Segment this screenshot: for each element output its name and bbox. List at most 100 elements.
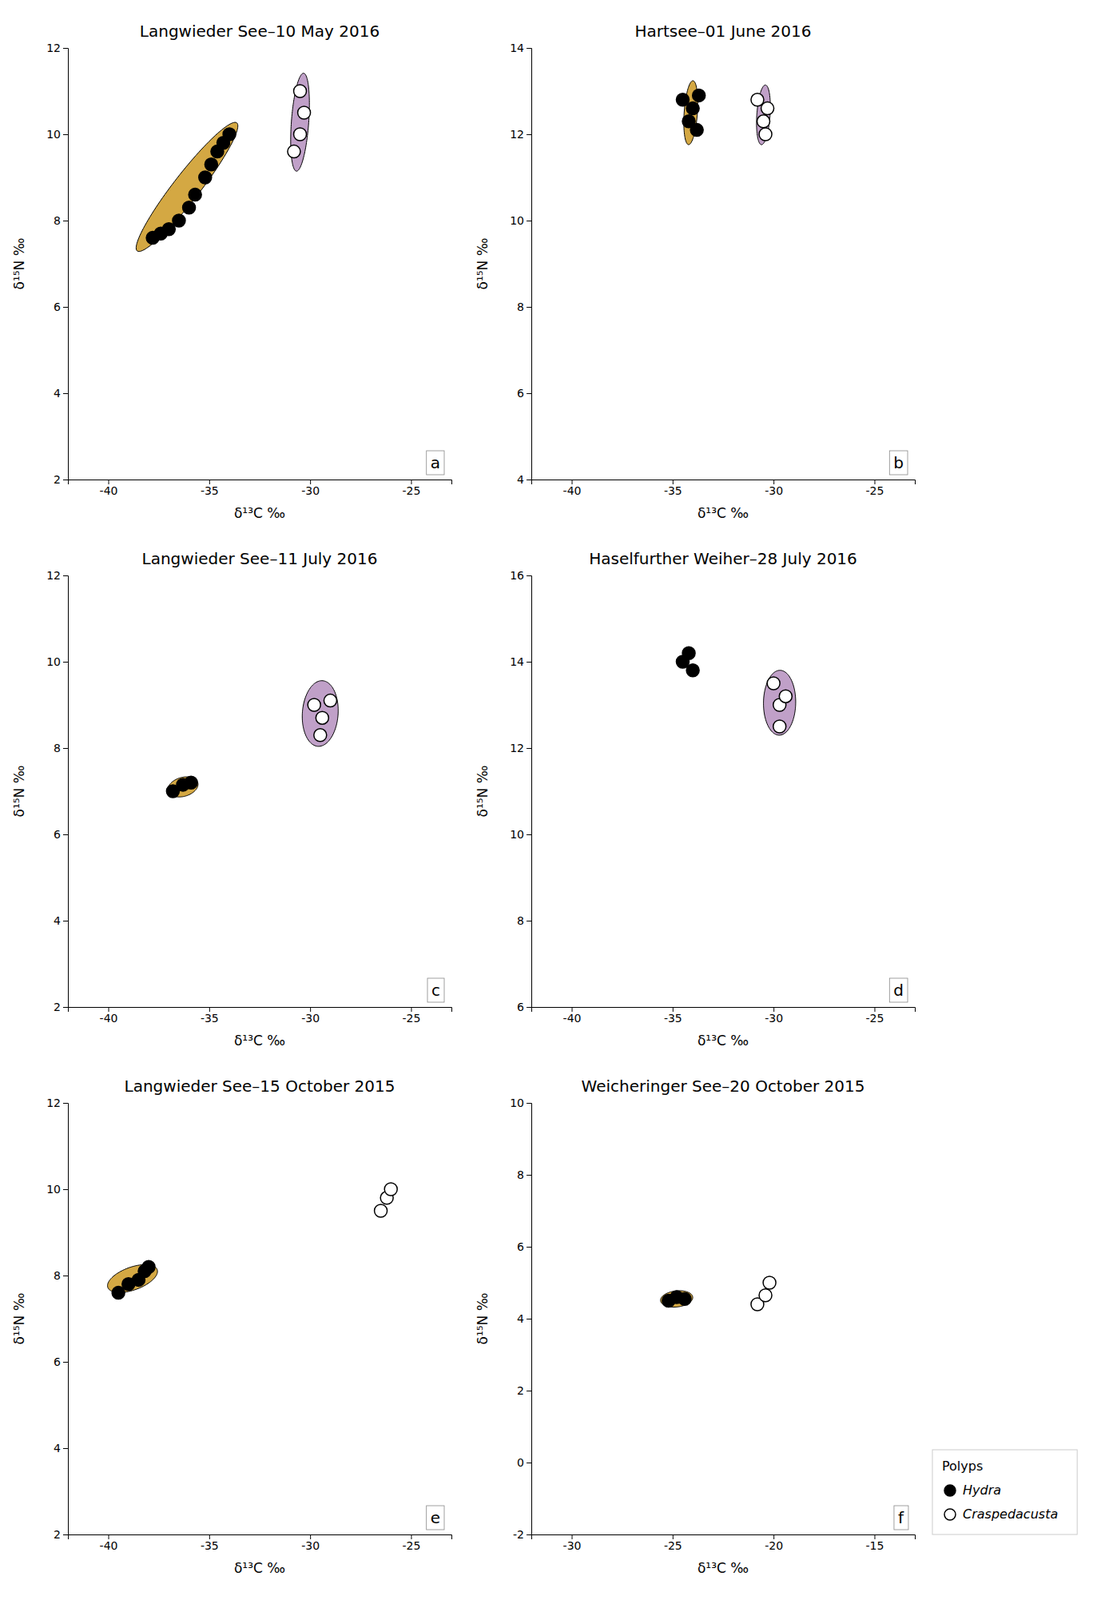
- panel-label: c: [427, 977, 445, 1002]
- y-axis: 24681012: [46, 41, 68, 486]
- x-axis-title: δ¹³C ‰: [697, 1032, 749, 1049]
- tick-mark: [526, 479, 532, 481]
- x-axis: -30 -25 -20 -15: [532, 1534, 916, 1552]
- tick: 16: [509, 568, 532, 582]
- ellipse: [302, 680, 338, 747]
- x-axis-title: δ¹³C ‰: [697, 504, 749, 521]
- legend-box: [932, 1449, 1078, 1535]
- tick-label: -2: [512, 1527, 525, 1541]
- legend-label: Craspedacusta: [962, 1506, 1058, 1522]
- panel-label-text: b: [893, 453, 904, 473]
- tick-mark: [63, 1447, 68, 1449]
- panel-label-text: c: [431, 980, 441, 1000]
- tick-label: 2: [53, 1000, 61, 1014]
- y-axis-title: δ¹⁵N ‰: [11, 238, 28, 291]
- tick: -40: [563, 1006, 582, 1025]
- point: [682, 646, 696, 660]
- tick-mark: [526, 747, 532, 749]
- tick: 6: [516, 1000, 532, 1014]
- tick: -35: [200, 479, 219, 497]
- tick: 0: [516, 1455, 532, 1469]
- panel: -40-35-30-256810121416δ¹³C ‰δ¹⁵N ‰Haself…: [474, 548, 916, 1049]
- panel-label-box: [427, 977, 445, 1002]
- tick: -30: [301, 479, 320, 497]
- panel-label-box: [426, 1505, 445, 1530]
- series: [751, 1275, 776, 1311]
- tick: 10: [46, 127, 68, 141]
- x-axis-title: δ¹³C ‰: [234, 1559, 286, 1576]
- panel: -40-35-30-2524681012δ¹³C ‰δ¹⁵N ‰Langwied…: [11, 548, 453, 1049]
- tick-mark: [526, 220, 532, 222]
- tick-mark: [63, 47, 68, 49]
- legend-marker: [944, 1508, 956, 1520]
- tick-mark: [63, 1006, 68, 1008]
- panel-label-box: [889, 450, 908, 475]
- legend-item: Hydra: [944, 1482, 1002, 1498]
- tick: -40: [563, 479, 582, 497]
- tick-mark: [526, 134, 532, 136]
- plot-area: [166, 680, 338, 798]
- tick-mark: [526, 575, 532, 577]
- y-axis: -20246810: [509, 1096, 532, 1541]
- tick-mark: [63, 220, 68, 222]
- tick-mark: [63, 1275, 68, 1276]
- point: [294, 84, 307, 98]
- tick-label: -25: [402, 484, 422, 497]
- axis-line: [532, 1534, 916, 1540]
- tick-mark: [63, 661, 68, 663]
- tick-mark: [63, 479, 68, 481]
- tick-label: 10: [509, 214, 525, 227]
- tick-label: -30: [764, 1011, 783, 1025]
- x-axis: -40-35-30-25: [532, 479, 916, 497]
- tick-label: 10: [46, 127, 61, 141]
- point: [298, 106, 311, 120]
- panel-label: f: [894, 1505, 909, 1530]
- panel-label: a: [426, 450, 445, 475]
- tick: 4: [53, 1441, 68, 1455]
- axis-line: [526, 48, 533, 481]
- tick-label: 6: [53, 827, 61, 841]
- tick-label: 14: [509, 41, 525, 55]
- panel: -40-35-30-2524681012δ¹³C ‰δ¹⁵N ‰Langwied…: [11, 1076, 453, 1576]
- tick-label: 8: [516, 1168, 525, 1181]
- tick-label: 4: [516, 472, 525, 486]
- tick: 6: [53, 827, 68, 841]
- point: [315, 711, 329, 724]
- tick: 10: [46, 1182, 68, 1196]
- axis-line: [63, 1103, 69, 1535]
- tick: -20: [764, 1534, 783, 1552]
- tick-label: -25: [663, 1538, 683, 1552]
- point: [759, 1288, 772, 1302]
- tick-mark: [63, 393, 68, 394]
- tick-label: 4: [516, 1311, 525, 1325]
- tick-label: 8: [53, 214, 61, 227]
- tick-mark: [526, 1102, 532, 1104]
- point: [323, 694, 337, 708]
- point: [678, 1291, 692, 1305]
- ellipse: [763, 670, 796, 736]
- point: [313, 728, 327, 742]
- plot-area: [660, 1275, 776, 1311]
- tick: -30: [563, 1534, 582, 1552]
- tick-label: 6: [53, 300, 61, 314]
- tick: 4: [53, 386, 68, 400]
- tick: -30: [301, 1006, 320, 1025]
- tick-mark: [526, 1174, 532, 1176]
- tick: -40: [99, 479, 119, 497]
- tick: -35: [663, 479, 683, 497]
- tick-label: -15: [866, 1538, 885, 1552]
- point: [198, 170, 212, 184]
- panel-label-box: [889, 977, 908, 1002]
- tick: 14: [509, 655, 532, 668]
- tick-mark: [526, 393, 532, 394]
- tick-mark: [63, 920, 68, 922]
- tick: -40: [99, 1534, 119, 1552]
- series: [662, 1290, 692, 1308]
- axis-line: [68, 480, 453, 485]
- tick: 12: [46, 41, 68, 55]
- tick: 4: [53, 914, 68, 927]
- point: [184, 775, 198, 789]
- tick-label: 6: [516, 1000, 525, 1014]
- tick-mark: [526, 1318, 532, 1320]
- tick: 4: [516, 1311, 532, 1325]
